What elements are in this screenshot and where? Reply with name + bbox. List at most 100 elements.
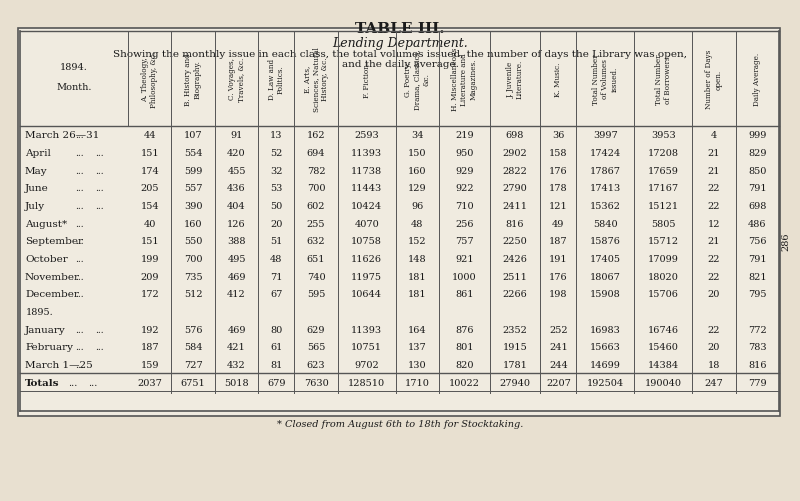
Text: 602: 602 bbox=[307, 201, 326, 210]
Text: 2593: 2593 bbox=[354, 131, 379, 140]
Text: 17659: 17659 bbox=[648, 166, 678, 175]
Text: 187: 187 bbox=[140, 343, 159, 352]
Text: 52: 52 bbox=[270, 149, 282, 158]
Text: ...: ... bbox=[75, 272, 84, 281]
Text: ...: ... bbox=[95, 325, 104, 334]
Text: 36: 36 bbox=[552, 131, 565, 140]
Text: 791: 791 bbox=[748, 255, 766, 264]
Text: 17424: 17424 bbox=[590, 149, 621, 158]
Text: 861: 861 bbox=[455, 290, 474, 299]
Text: 632: 632 bbox=[306, 237, 326, 246]
Text: 160: 160 bbox=[408, 166, 426, 175]
Text: 2037: 2037 bbox=[138, 378, 162, 387]
Text: 18067: 18067 bbox=[590, 272, 621, 281]
Text: 15663: 15663 bbox=[590, 343, 621, 352]
Text: 2822: 2822 bbox=[502, 166, 527, 175]
Text: 71: 71 bbox=[270, 272, 282, 281]
Text: 51: 51 bbox=[270, 237, 282, 246]
Text: 181: 181 bbox=[408, 272, 426, 281]
Text: 820: 820 bbox=[455, 360, 474, 369]
Text: 10758: 10758 bbox=[351, 237, 382, 246]
Text: 2266: 2266 bbox=[502, 290, 527, 299]
Text: 181: 181 bbox=[408, 290, 426, 299]
Text: 735: 735 bbox=[184, 272, 202, 281]
Text: ...: ... bbox=[75, 184, 84, 193]
Text: 3997: 3997 bbox=[593, 131, 618, 140]
Text: June: June bbox=[25, 184, 49, 193]
Text: Daily Average.: Daily Average. bbox=[754, 53, 762, 106]
Text: 22: 22 bbox=[708, 184, 720, 193]
Text: 17867: 17867 bbox=[590, 166, 621, 175]
Text: 192504: 192504 bbox=[587, 378, 624, 387]
Text: ...: ... bbox=[95, 343, 104, 352]
Text: 698: 698 bbox=[506, 131, 524, 140]
Text: 16746: 16746 bbox=[648, 325, 678, 334]
Text: 554: 554 bbox=[184, 149, 202, 158]
Text: 159: 159 bbox=[141, 360, 159, 369]
Text: 15876: 15876 bbox=[590, 237, 621, 246]
Text: 209: 209 bbox=[141, 272, 159, 281]
Text: 126: 126 bbox=[227, 219, 246, 228]
Text: 15362: 15362 bbox=[590, 201, 621, 210]
Text: K. Music.: K. Music. bbox=[554, 62, 562, 97]
Text: Month.: Month. bbox=[56, 83, 92, 92]
Text: ...: ... bbox=[75, 290, 84, 299]
Text: 49: 49 bbox=[552, 219, 565, 228]
Text: 816: 816 bbox=[506, 219, 524, 228]
Text: 15712: 15712 bbox=[648, 237, 679, 246]
Text: 21: 21 bbox=[708, 237, 720, 246]
Text: 512: 512 bbox=[184, 290, 202, 299]
Text: 727: 727 bbox=[184, 360, 202, 369]
Text: 1781: 1781 bbox=[502, 360, 527, 369]
Text: 390: 390 bbox=[184, 201, 202, 210]
Text: 128510: 128510 bbox=[348, 378, 386, 387]
Text: 679: 679 bbox=[267, 378, 286, 387]
Text: 1710: 1710 bbox=[405, 378, 430, 387]
Text: ...: ... bbox=[75, 237, 84, 246]
Text: A. Theology,
Philosophy, &c.: A. Theology, Philosophy, &c. bbox=[141, 51, 158, 107]
Text: 80: 80 bbox=[270, 325, 282, 334]
Text: 10022: 10022 bbox=[449, 378, 480, 387]
Text: 137: 137 bbox=[408, 343, 426, 352]
Text: November: November bbox=[25, 272, 80, 281]
Text: F. Fiction.: F. Fiction. bbox=[362, 61, 370, 97]
Text: 15121: 15121 bbox=[648, 201, 679, 210]
Text: ...: ... bbox=[75, 255, 84, 264]
Text: 199: 199 bbox=[141, 255, 159, 264]
Text: 10424: 10424 bbox=[351, 201, 382, 210]
Text: 565: 565 bbox=[307, 343, 326, 352]
Text: 151: 151 bbox=[140, 237, 159, 246]
Text: 698: 698 bbox=[748, 201, 766, 210]
Text: March 1—25: March 1—25 bbox=[25, 360, 93, 369]
Text: 198: 198 bbox=[549, 290, 568, 299]
Text: Showing the monthly issue in each class, the total volumes issued, the number of: Showing the monthly issue in each class,… bbox=[113, 50, 687, 69]
Text: 148: 148 bbox=[408, 255, 426, 264]
Text: 486: 486 bbox=[748, 219, 766, 228]
Text: 244: 244 bbox=[549, 360, 568, 369]
Text: 4070: 4070 bbox=[354, 219, 379, 228]
Text: 850: 850 bbox=[748, 166, 766, 175]
Text: 27940: 27940 bbox=[499, 378, 530, 387]
Text: 791: 791 bbox=[748, 184, 766, 193]
Text: February: February bbox=[25, 343, 73, 352]
Text: 495: 495 bbox=[227, 255, 246, 264]
Text: 999: 999 bbox=[748, 131, 766, 140]
Text: 2352: 2352 bbox=[502, 325, 527, 334]
Text: 950: 950 bbox=[455, 149, 474, 158]
Text: 172: 172 bbox=[140, 290, 159, 299]
Text: 1895.: 1895. bbox=[26, 308, 54, 316]
Text: 2207: 2207 bbox=[546, 378, 571, 387]
Text: 81: 81 bbox=[270, 360, 282, 369]
Text: 21: 21 bbox=[708, 166, 720, 175]
Text: TABLE III.: TABLE III. bbox=[355, 22, 445, 36]
Text: January: January bbox=[25, 325, 66, 334]
Text: Totals: Totals bbox=[25, 378, 59, 387]
Text: 152: 152 bbox=[408, 237, 426, 246]
Text: 772: 772 bbox=[748, 325, 766, 334]
Text: Number of Days
open.: Number of Days open. bbox=[706, 50, 722, 109]
Text: 11393: 11393 bbox=[351, 149, 382, 158]
Text: October: October bbox=[25, 255, 68, 264]
Text: 22: 22 bbox=[708, 201, 720, 210]
Text: 623: 623 bbox=[306, 360, 326, 369]
Text: 162: 162 bbox=[306, 131, 326, 140]
